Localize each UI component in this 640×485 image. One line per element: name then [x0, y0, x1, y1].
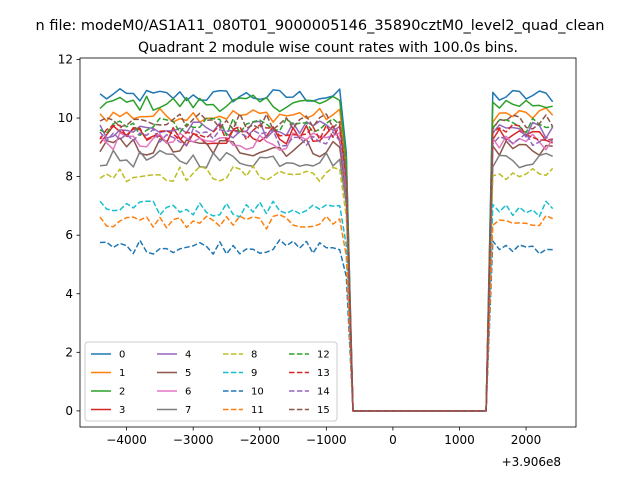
- legend-label-14: 14: [317, 387, 330, 398]
- legend-label-11: 11: [251, 405, 264, 416]
- legend-label-1: 1: [119, 368, 125, 379]
- y-tick-label: 0: [65, 404, 73, 418]
- y-tick-label: 2: [65, 345, 73, 359]
- y-tick-label: 8: [65, 170, 73, 184]
- x-tick-label: −4000: [106, 433, 147, 447]
- y-tick-label: 12: [58, 52, 73, 66]
- chart-title: Quadrant 2 module wise count rates with …: [138, 40, 518, 56]
- y-tick-label: 6: [65, 228, 73, 242]
- x-tick-label: −2000: [239, 433, 280, 447]
- x-tick-label: −1000: [306, 433, 347, 447]
- figure-suptitle: n file: modeM0/AS1A11_080T01_9000005146_…: [36, 18, 605, 34]
- axes-frame: [79, 57, 577, 428]
- series-line-15: [99, 112, 554, 412]
- legend-box: [84, 341, 338, 422]
- legend-label-12: 12: [317, 350, 330, 361]
- x-tick-label: 0: [389, 433, 397, 447]
- legend-label-7: 7: [185, 405, 191, 416]
- legend-label-3: 3: [119, 405, 125, 416]
- y-tick-label: 10: [58, 111, 73, 125]
- y-tick-label: 4: [65, 287, 73, 301]
- legend-label-5: 5: [185, 368, 191, 379]
- x-tick-label: 1000: [444, 433, 475, 447]
- legend-label-4: 4: [185, 350, 191, 361]
- x-axis-offset-label: +3.906e8: [502, 455, 561, 469]
- plot-area: [79, 57, 577, 428]
- legend-label-0: 0: [119, 350, 125, 361]
- legend-label-10: 10: [251, 387, 264, 398]
- legend-label-2: 2: [119, 387, 125, 398]
- legend-label-15: 15: [317, 405, 330, 416]
- legend-label-13: 13: [317, 368, 330, 379]
- legend-label-6: 6: [185, 387, 191, 398]
- legend-label-8: 8: [251, 350, 257, 361]
- x-tick-label: 2000: [511, 433, 542, 447]
- x-tick-label: −3000: [173, 433, 214, 447]
- legend-label-9: 9: [251, 368, 257, 379]
